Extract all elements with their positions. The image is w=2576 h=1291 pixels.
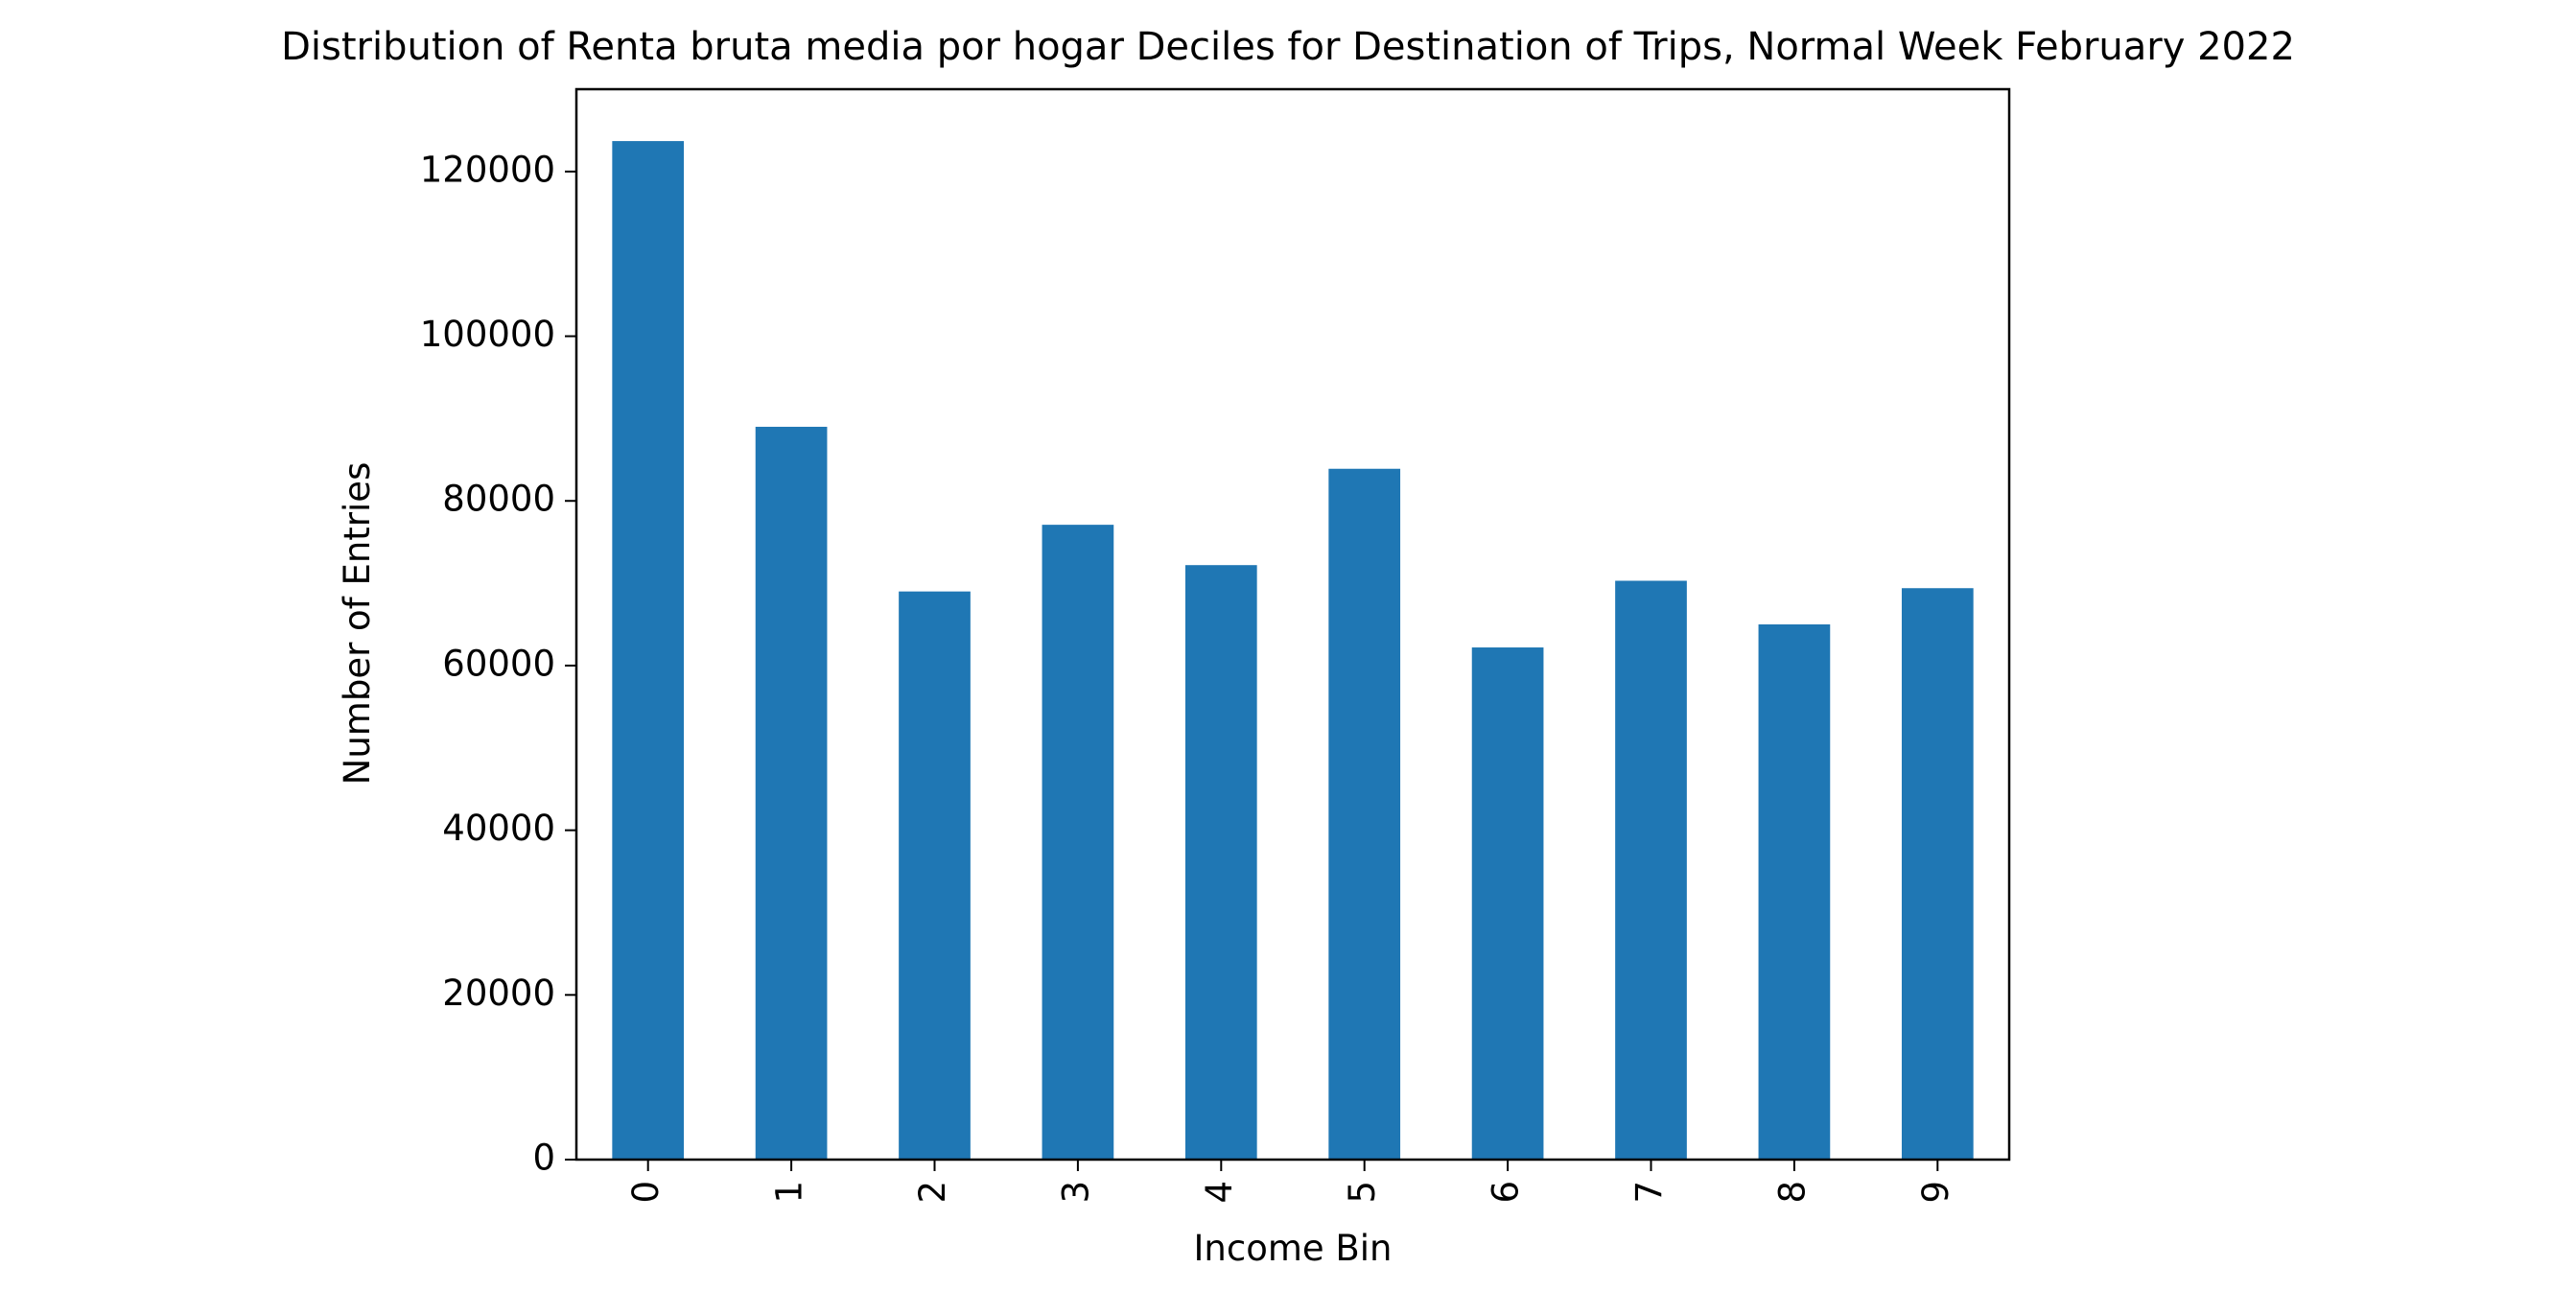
x-tick-label: 0 <box>625 1181 667 1204</box>
y-tick-label: 0 <box>532 1138 555 1179</box>
x-axis-label: Income Bin <box>1193 1228 1392 1269</box>
bar-8 <box>1758 624 1831 1160</box>
y-tick-label: 20000 <box>442 973 555 1014</box>
x-tick-label: 4 <box>1199 1181 1240 1204</box>
bar-9 <box>1901 588 1974 1160</box>
y-axis: 0 20000 40000 60000 80000 100000 120000 <box>420 149 576 1179</box>
y-tick-label: 40000 <box>442 808 555 849</box>
x-tick-label: 9 <box>1915 1181 1956 1204</box>
bar-6 <box>1471 647 1544 1160</box>
bar-2 <box>899 591 971 1160</box>
chart-title: Distribution of Renta bruta media por ho… <box>281 25 2295 69</box>
x-tick-label: 6 <box>1486 1181 1527 1204</box>
bars-group <box>612 141 1974 1161</box>
x-tick-label: 3 <box>1055 1181 1096 1204</box>
y-tick-label: 80000 <box>442 479 555 520</box>
y-tick-label: 100000 <box>420 314 555 355</box>
x-tick-label: 7 <box>1628 1181 1670 1204</box>
bar-3 <box>1042 525 1114 1160</box>
bar-1 <box>755 426 828 1160</box>
bar-0 <box>612 141 685 1160</box>
bar-7 <box>1615 580 1687 1160</box>
y-tick-label: 120000 <box>420 149 555 190</box>
x-tick-label: 2 <box>912 1181 953 1204</box>
x-axis: 0 1 2 3 4 5 6 7 8 9 <box>625 1160 1956 1204</box>
plot-frame <box>574 87 2011 1162</box>
x-tick-label: 8 <box>1771 1181 1813 1204</box>
y-axis-label: Number of Entries <box>337 462 378 786</box>
y-tick-label: 60000 <box>442 643 555 684</box>
bar-4 <box>1184 565 1257 1160</box>
x-tick-label: 1 <box>769 1181 810 1204</box>
bar-5 <box>1328 468 1401 1161</box>
x-tick-label: 5 <box>1342 1181 1383 1204</box>
